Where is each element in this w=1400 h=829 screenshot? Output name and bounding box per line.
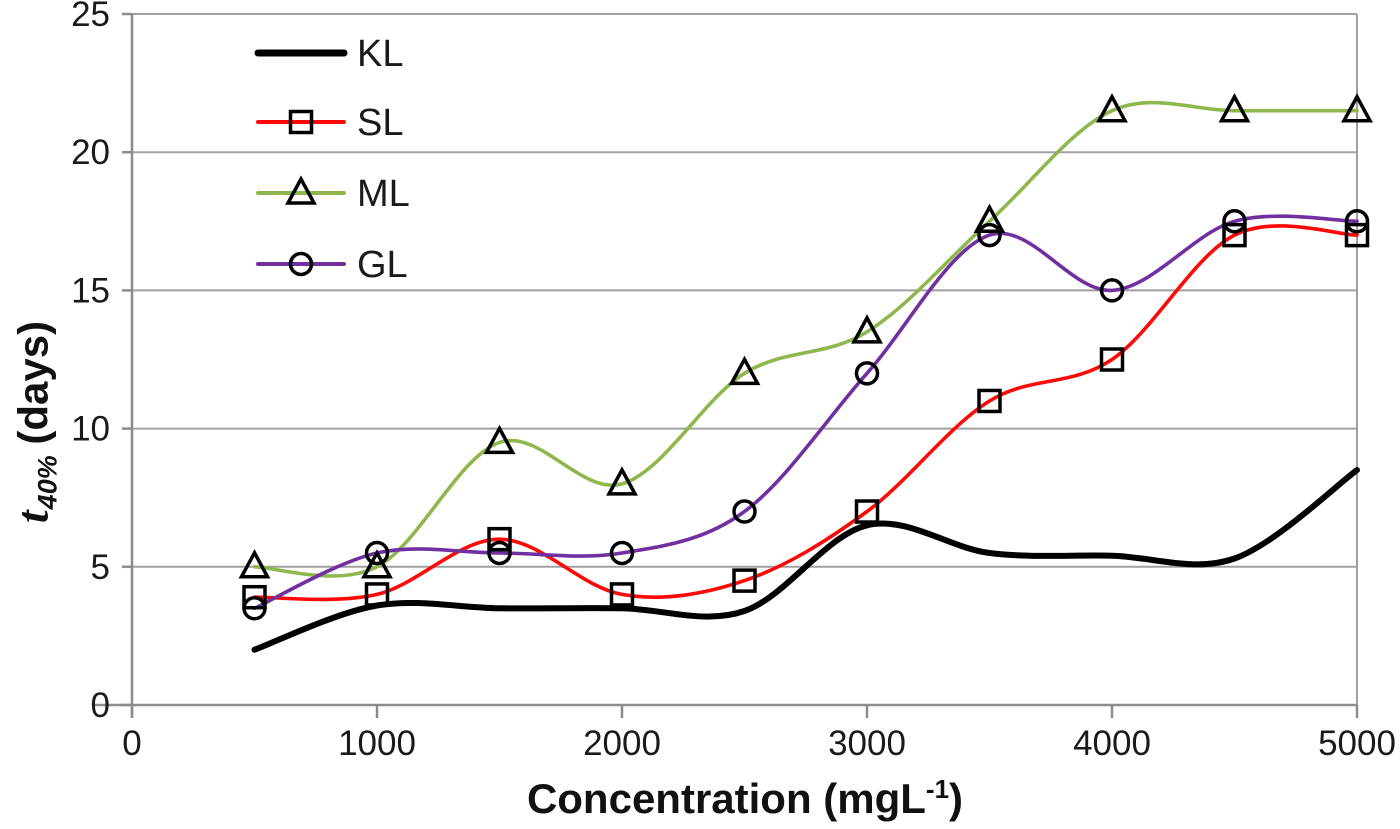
- x-axis-exponent: -1: [925, 774, 950, 804]
- marker-gl-circle: [609, 540, 635, 566]
- marker-gl-circle: [364, 540, 390, 566]
- marker-gl-circle: [1222, 209, 1247, 234]
- marker-ml-triangle: [606, 466, 638, 496]
- x-tick-label: 1000: [338, 724, 416, 763]
- legend-marker-circle: [288, 251, 314, 277]
- legend-marker-square: [288, 109, 314, 135]
- legend-label: ML: [357, 173, 410, 215]
- legend-marker-triangle: [285, 175, 317, 205]
- marker-ml-triangle: [1341, 93, 1373, 123]
- y-tick-label: 15: [71, 271, 110, 310]
- marker-ml-triangle: [851, 314, 883, 344]
- marker-sl-square: [364, 582, 390, 607]
- marker-sl-square: [242, 584, 267, 610]
- marker-sl-square: [854, 499, 880, 524]
- series-line-ML: [252, 100, 1359, 578]
- legend-item-ML: ML: [256, 173, 410, 215]
- marker-ml-triangle: [361, 549, 393, 579]
- marker-sl-square: [732, 568, 757, 593]
- y-axis-units: (days): [9, 320, 57, 457]
- legend-label: GL: [357, 244, 408, 286]
- marker-gl-circle: [487, 540, 512, 566]
- marker-sl-square: [487, 526, 512, 552]
- x-tick-label: 0: [122, 724, 141, 763]
- marker-gl-circle: [242, 596, 267, 621]
- x-axis-title-text: Concentration (mgL: [526, 775, 926, 822]
- marker-gl-circle: [732, 499, 757, 524]
- marker-ml-triangle: [728, 355, 761, 386]
- marker-gl-circle: [1099, 278, 1125, 303]
- marker-gl-circle: [1344, 209, 1370, 234]
- x-tick-label: 4000: [1073, 724, 1151, 763]
- marker-ml-triangle: [238, 549, 271, 579]
- marker-ml-triangle: [1218, 93, 1251, 123]
- marker-ml-triangle: [1096, 93, 1128, 123]
- x-axis-title-close: ): [949, 775, 964, 822]
- x-tick-label: 2000: [583, 724, 661, 763]
- y-tick-label: 5: [91, 548, 110, 587]
- marker-gl-circle: [854, 361, 880, 386]
- legend-item-SL: SL: [256, 102, 403, 144]
- marker-sl-square: [1222, 222, 1247, 248]
- series-line-KL: [251, 467, 1360, 653]
- legend-label: KL: [357, 33, 403, 75]
- y-tick-label: 20: [71, 133, 110, 172]
- y-axis-variable: t: [6, 510, 58, 524]
- x-axis-title: Concentration (mgL-1): [526, 774, 964, 823]
- y-tick-label: 25: [71, 0, 110, 34]
- series-line-GL: [252, 214, 1359, 611]
- marker-ml-triangle: [483, 424, 516, 455]
- marker-sl-square: [977, 388, 1002, 414]
- legend-label: SL: [357, 102, 403, 144]
- y-tick-label: 0: [91, 686, 110, 725]
- y-tick-label: 10: [71, 410, 110, 449]
- y-axis-title: t40% (days): [6, 320, 63, 524]
- x-tick-label: 3000: [828, 724, 906, 763]
- series-line-SL: [252, 224, 1359, 602]
- x-tick-label: 5000: [1318, 724, 1396, 763]
- legend-item-GL: GL: [256, 244, 408, 286]
- marker-sl-square: [1099, 347, 1125, 372]
- marker-ml-triangle: [973, 203, 1006, 234]
- marker-sl-square: [609, 582, 635, 607]
- y-axis-subscript: 40%: [32, 455, 63, 510]
- legend-item-KL: KL: [254, 33, 403, 75]
- marker-sl-square: [1344, 222, 1370, 248]
- marker-gl-circle: [977, 222, 1002, 248]
